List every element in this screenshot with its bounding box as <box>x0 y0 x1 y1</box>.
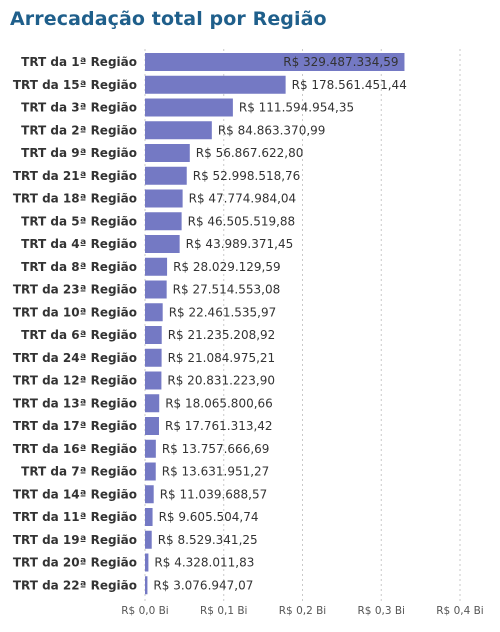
bar <box>145 212 182 231</box>
bar <box>145 98 233 117</box>
bar <box>145 144 190 162</box>
x-tick-label: R$ 0,0 Bi <box>121 605 168 617</box>
bar <box>145 257 168 276</box>
data-label: R$ 13.631.951,27 <box>162 465 270 479</box>
category-label: TRT da 10ª Região <box>13 305 137 319</box>
bar <box>145 348 162 367</box>
category-label: TRT da 5ª Região <box>21 214 137 228</box>
category-label: TRT da 4ª Região <box>21 237 137 251</box>
data-label: R$ 21.235.208,92 <box>168 328 276 342</box>
data-label: R$ 46.505.519,88 <box>188 214 296 228</box>
category-label: TRT da 23ª Região <box>13 283 137 297</box>
data-label: R$ 22.461.535,97 <box>169 305 277 319</box>
data-label: R$ 52.998.518,76 <box>193 169 301 183</box>
category-label: TRT da 22ª Região <box>13 578 137 592</box>
bar <box>145 326 162 344</box>
category-label: TRT da 11ª Região <box>13 510 137 524</box>
data-label: R$ 4.328.011,83 <box>154 556 254 570</box>
data-label: R$ 111.594.954,35 <box>239 101 354 115</box>
bar <box>145 439 156 458</box>
category-label: TRT da 18ª Região <box>13 192 137 206</box>
category-label: TRT da 16ª Região <box>13 442 137 456</box>
data-label: R$ 43.989.371,45 <box>186 237 294 251</box>
data-label: R$ 13.757.666,69 <box>162 442 270 456</box>
bar <box>145 530 152 549</box>
bar <box>145 166 187 185</box>
data-label: R$ 28.029.129,59 <box>173 260 281 274</box>
data-label: R$ 56.867.622,80 <box>196 146 304 160</box>
category-label: TRT da 8ª Região <box>21 260 137 274</box>
bar <box>145 75 286 94</box>
data-label: R$ 84.863.370,99 <box>218 123 326 137</box>
data-label: R$ 20.831.223,90 <box>167 374 275 388</box>
category-label: TRT da 14ª Região <box>13 487 137 501</box>
category-label: TRT da 9ª Região <box>21 146 137 160</box>
bar <box>145 553 149 572</box>
category-label: TRT da 7ª Região <box>21 465 137 479</box>
category-label: TRT da 13ª Região <box>13 396 137 410</box>
bar <box>145 417 159 435</box>
data-label: R$ 9.605.504,74 <box>159 510 259 524</box>
bar <box>145 485 154 504</box>
bar <box>145 576 148 595</box>
bar <box>145 121 212 140</box>
category-label: TRT da 1ª Região <box>21 55 137 69</box>
bar <box>145 508 153 526</box>
category-label: TRT da 21ª Região <box>13 169 137 183</box>
category-label: TRT da 15ª Região <box>13 78 137 92</box>
bar <box>145 371 162 390</box>
category-label: TRT da 2ª Região <box>21 123 137 137</box>
bar <box>145 462 156 481</box>
data-label: R$ 178.561.451,44 <box>292 78 407 92</box>
bar <box>145 394 160 413</box>
x-tick-label: R$ 0,4 Bi <box>436 605 483 617</box>
bar <box>145 235 180 253</box>
bar <box>145 303 163 322</box>
category-label: TRT da 24ª Região <box>13 351 137 365</box>
data-label: R$ 3.076.947,07 <box>153 578 253 592</box>
x-tick-label: R$ 0,3 Bi <box>358 605 405 617</box>
category-label: TRT da 19ª Região <box>13 533 137 547</box>
bar <box>145 189 183 208</box>
category-label: TRT da 20ª Região <box>13 556 137 570</box>
data-label: R$ 329.487.334,59 <box>283 55 398 69</box>
data-label: R$ 27.514.553,08 <box>173 283 281 297</box>
bar <box>145 53 405 71</box>
data-label: R$ 47.774.984,04 <box>189 192 297 206</box>
x-tick-label: R$ 0,2 Bi <box>279 605 326 617</box>
category-label: TRT da 3ª Região <box>21 101 137 115</box>
chart-title: Arrecadação total por Região <box>10 8 327 30</box>
data-label: R$ 11.039.688,57 <box>160 487 268 501</box>
bar <box>145 280 167 299</box>
data-label: R$ 17.761.313,42 <box>165 419 273 433</box>
data-label: R$ 8.529.341,25 <box>158 533 258 547</box>
data-label: R$ 18.065.800,66 <box>165 396 273 410</box>
category-label: TRT da 17ª Região <box>13 419 137 433</box>
data-label: R$ 21.084.975,21 <box>168 351 276 365</box>
category-label: TRT da 6ª Região <box>21 328 137 342</box>
x-tick-label: R$ 0,1 Bi <box>200 605 247 617</box>
category-label: TRT da 12ª Região <box>13 374 137 388</box>
